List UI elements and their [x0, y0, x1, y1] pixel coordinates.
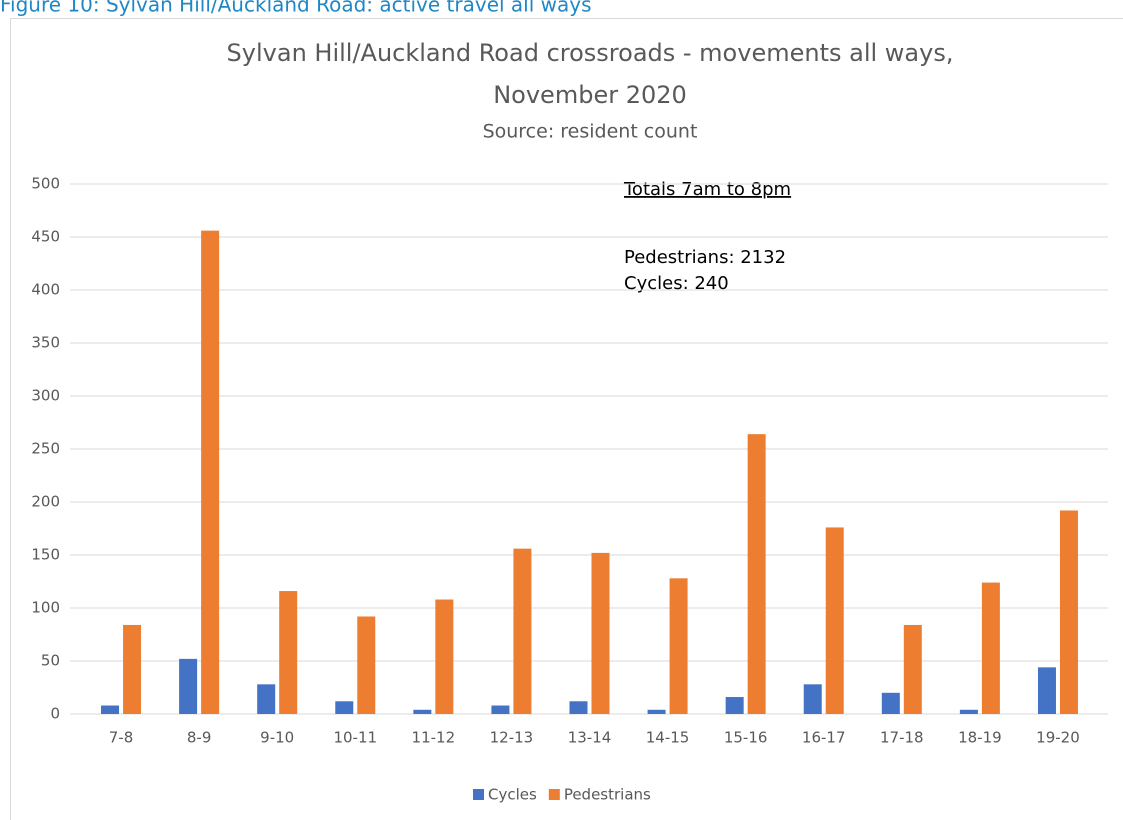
x-tick-label: 11-12: [412, 729, 456, 747]
bar: [179, 658, 198, 714]
bar: [1037, 667, 1056, 714]
x-tick-label: 14-15: [646, 729, 690, 747]
bar: [569, 701, 588, 714]
bar: [959, 709, 978, 714]
bar: [257, 684, 276, 714]
x-tick-label: 16-17: [802, 729, 846, 747]
bar: [491, 705, 510, 714]
figure-caption: Figure 10: Sylvan Hill/Auckland Road: ac…: [0, 0, 592, 17]
bar: [335, 701, 354, 714]
legend-label: Cycles: [488, 786, 537, 804]
bar: [279, 591, 298, 714]
x-tick-label: 12-13: [490, 729, 534, 747]
legend-label: Pedestrians: [564, 786, 651, 804]
chart-subtitle: Source: resident count: [483, 121, 698, 143]
x-tick-label: 15-16: [724, 729, 768, 747]
bar: [647, 709, 666, 714]
x-tick-label: 19-20: [1036, 729, 1080, 747]
bar: [413, 709, 432, 714]
bar: [669, 578, 688, 714]
y-tick-label: 0: [50, 705, 60, 723]
y-tick-label: 250: [31, 440, 60, 458]
bar: [435, 599, 454, 714]
bar: [1059, 510, 1078, 714]
bar: [201, 230, 220, 714]
x-tick-label: 17-18: [880, 729, 924, 747]
bar: [725, 697, 744, 714]
y-tick-label: 200: [31, 493, 60, 511]
bar: [747, 434, 766, 714]
y-tick-label: 450: [31, 228, 60, 246]
annotation: Totals 7am to 8pm: [623, 179, 791, 200]
legend-swatch: [548, 789, 560, 800]
chart-title: November 2020: [493, 81, 687, 109]
bar: [101, 705, 120, 714]
y-tick-label: 100: [31, 599, 60, 617]
x-tick-label: 8-9: [187, 729, 212, 747]
y-tick-label: 300: [31, 387, 60, 405]
y-tick-label: 50: [41, 652, 60, 670]
bar: [591, 552, 610, 714]
x-tick-label: 10-11: [333, 729, 377, 747]
x-tick-label: 7-8: [109, 729, 134, 747]
bar: [825, 527, 844, 714]
legend-swatch: [473, 789, 484, 800]
bar: [881, 692, 900, 714]
chart-title: Sylvan Hill/Auckland Road crossroads - m…: [227, 39, 954, 67]
bar: [123, 624, 142, 714]
y-tick-label: 500: [31, 175, 60, 193]
bar: [513, 548, 532, 714]
annotation: Cycles: 240: [624, 273, 729, 294]
y-tick-label: 400: [31, 281, 60, 299]
x-tick-label: 13-14: [568, 729, 612, 747]
x-tick-label: 9-10: [260, 729, 294, 747]
bar: [357, 616, 376, 714]
y-tick-label: 350: [31, 334, 60, 352]
bar: [981, 582, 1000, 714]
bar: [803, 684, 822, 714]
x-tick-label: 18-19: [958, 729, 1002, 747]
bar: [903, 624, 922, 714]
annotation: Pedestrians: 2132: [624, 247, 786, 268]
y-tick-label: 150: [31, 546, 60, 564]
